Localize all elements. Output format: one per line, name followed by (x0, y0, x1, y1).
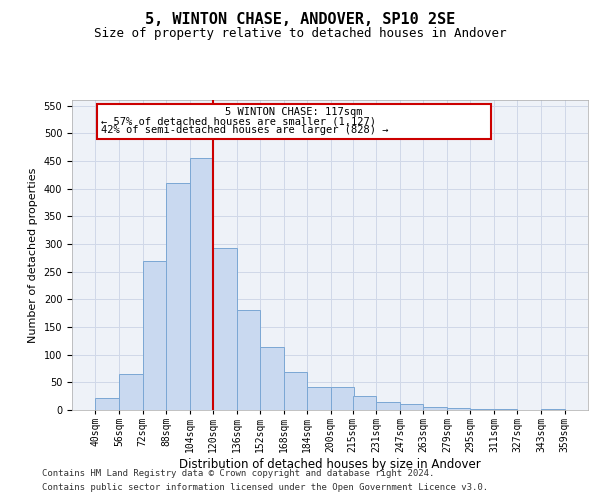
Bar (470, 409, 494, 410)
Bar (376, 402, 400, 410)
Bar (353, 396, 376, 410)
Bar (447, 408, 470, 410)
Text: 5 WINTON CHASE: 117sqm: 5 WINTON CHASE: 117sqm (225, 107, 363, 117)
Bar (424, 407, 447, 410)
Bar (190, 158, 213, 410)
Text: Contains HM Land Registry data © Crown copyright and database right 2024.: Contains HM Land Registry data © Crown c… (42, 468, 434, 477)
Bar (284, 372, 307, 410)
Bar (119, 374, 143, 410)
Text: Contains public sector information licensed under the Open Government Licence v3: Contains public sector information licen… (42, 484, 488, 492)
X-axis label: Distribution of detached houses by size in Andover: Distribution of detached houses by size … (179, 458, 481, 471)
Text: 5, WINTON CHASE, ANDOVER, SP10 2SE: 5, WINTON CHASE, ANDOVER, SP10 2SE (145, 12, 455, 28)
Bar (236, 310, 260, 410)
Bar (95, 398, 119, 410)
Text: Size of property relative to detached houses in Andover: Size of property relative to detached ho… (94, 28, 506, 40)
Bar (331, 387, 354, 410)
Bar (260, 348, 284, 410)
FancyBboxPatch shape (97, 104, 491, 138)
Text: ← 57% of detached houses are smaller (1,127): ← 57% of detached houses are smaller (1,… (101, 116, 376, 126)
Y-axis label: Number of detached properties: Number of detached properties (28, 168, 38, 342)
Bar (307, 387, 331, 410)
Bar (213, 248, 236, 410)
Bar (400, 404, 424, 410)
Bar (143, 260, 166, 410)
Bar (166, 183, 190, 410)
Text: 42% of semi-detached houses are larger (828) →: 42% of semi-detached houses are larger (… (101, 125, 389, 135)
